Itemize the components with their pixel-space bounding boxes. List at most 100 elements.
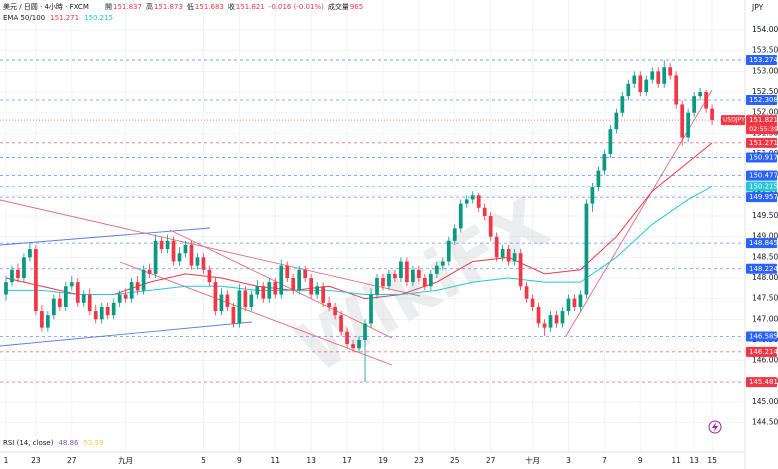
candle-body	[255, 286, 260, 295]
candle-body	[123, 294, 128, 299]
candle-body	[614, 112, 619, 130]
candle-body	[662, 67, 667, 84]
candle-body	[638, 75, 643, 93]
candle-body	[710, 108, 714, 121]
price-badge-label: 150.917	[749, 153, 778, 161]
candle-body	[147, 269, 152, 274]
candle-body	[411, 269, 415, 283]
price-badge-label: 148.845	[749, 239, 778, 247]
y-tick-label: 149.000	[752, 232, 778, 241]
x-tick-label: 13	[689, 456, 699, 465]
candle-body	[237, 290, 242, 324]
ohlc-label: 高	[146, 2, 153, 11]
candle-body	[171, 240, 176, 262]
symbol-badge-label: USDJPY	[723, 117, 745, 124]
axes: 144.500145.000145.500146.000146.500147.0…	[4, 25, 778, 465]
candle-body	[452, 228, 457, 241]
y-tick-label: 148.000	[752, 273, 778, 282]
currency: JPY	[751, 3, 764, 12]
candle-body	[375, 278, 379, 295]
candle-body	[530, 298, 535, 307]
price-badge	[746, 137, 777, 148]
y-tick-label: 149.500	[752, 211, 778, 220]
x-tick-label: 十月	[525, 455, 540, 465]
candle-body	[291, 278, 296, 291]
candle-body	[554, 315, 559, 324]
candle-body	[542, 323, 547, 328]
candle-body	[28, 249, 32, 258]
candle-body	[506, 249, 511, 262]
price-badge-label: 153.274	[749, 56, 778, 64]
price-badge-label: 145.481	[749, 378, 778, 386]
candle-body	[219, 294, 224, 312]
ema-legend-value: 151.271	[50, 14, 79, 22]
candle-body	[303, 269, 308, 279]
rsi-legend: RSI (14, close)	[3, 439, 54, 447]
candle-body	[434, 265, 439, 274]
candle-body	[626, 83, 631, 97]
y-tick-label: 152.500	[752, 87, 778, 96]
candle-body	[189, 244, 194, 266]
ohlc-value: 151.821	[236, 3, 265, 11]
alert-icon-bolt	[712, 422, 718, 432]
grid	[0, 0, 745, 452]
candle-body	[249, 294, 254, 307]
price-badge-label: 150.477	[749, 172, 778, 180]
candle-body	[105, 306, 110, 316]
candle-body	[75, 282, 80, 303]
y-tick-label: 153.000	[752, 66, 778, 75]
candle-body	[165, 240, 170, 250]
channel-line	[0, 321, 253, 347]
x-tick-label: 7	[602, 456, 607, 465]
x-tick-label: 9	[638, 456, 643, 465]
x-tick-label: 23	[414, 456, 424, 465]
price-badge-label: 152.308	[749, 96, 778, 104]
candle-body	[674, 75, 679, 105]
candle-body	[63, 286, 68, 307]
candle-body	[357, 340, 361, 349]
candle-body	[548, 315, 553, 328]
price-badge	[746, 192, 777, 203]
price-badge-label: 146.214	[749, 348, 778, 356]
candle-body	[632, 75, 637, 84]
candle-body	[512, 253, 517, 262]
ohlc-value: 151.837	[113, 3, 142, 11]
candle-body	[608, 129, 613, 155]
candle-body	[381, 278, 385, 287]
candle-body	[578, 294, 583, 307]
candle-body	[135, 282, 140, 291]
candle-body	[87, 294, 92, 312]
y-tick-label: 145.000	[752, 397, 778, 406]
candle-body	[482, 207, 487, 217]
candle-body	[81, 294, 86, 303]
candle-body	[10, 269, 14, 283]
candle-body	[428, 273, 433, 287]
price-badge-label: 151.271	[749, 139, 778, 147]
candle-body	[111, 302, 116, 316]
candle-body	[285, 265, 290, 279]
price-badge	[746, 94, 777, 105]
candle-body	[369, 294, 373, 324]
candle-body	[159, 240, 164, 250]
x-tick-label: 15	[707, 456, 717, 465]
y-tick-label: 146.000	[752, 356, 778, 365]
candle-body	[309, 278, 314, 295]
candle-body	[153, 240, 158, 274]
candle-body	[650, 71, 655, 80]
candle-body	[692, 96, 696, 113]
candle-body	[261, 286, 266, 299]
ohlc-value: 151.873	[154, 3, 183, 11]
candle-body	[69, 282, 74, 287]
candle-body	[213, 282, 218, 312]
symbol-badge	[721, 115, 745, 126]
candle-body	[602, 154, 607, 171]
x-tick-label: 13	[306, 456, 316, 465]
volume-value: 965	[350, 3, 363, 11]
x-tick-label: 九月	[118, 456, 133, 465]
ema-legend: EMA 50/100	[3, 14, 45, 22]
candle-body	[524, 286, 529, 299]
candle-body	[668, 67, 673, 76]
candle-body	[297, 269, 302, 291]
